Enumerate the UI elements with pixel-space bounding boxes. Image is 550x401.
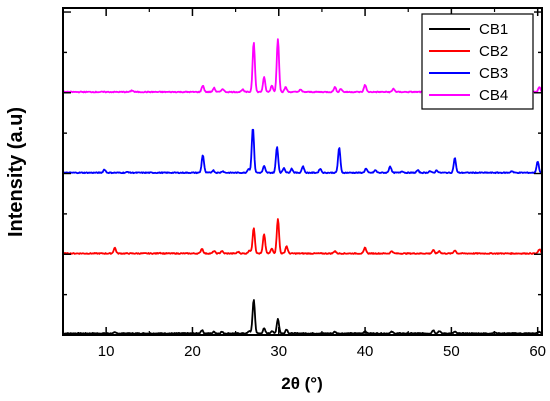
x-tick-label: 30 [270,343,287,360]
x-axis-title: 2θ (°) [281,374,323,393]
legend-label-cb4: CB4 [479,87,508,104]
plot-frame [62,7,543,336]
x-tick-label: 60 [529,343,546,360]
legend-label-cb3: CB3 [479,65,508,82]
series-line-cb2 [62,218,543,255]
x-tick-label: 50 [443,343,460,360]
ticks-layer: 10 20 30 40 50 60 [62,8,546,360]
x-tick-label: 10 [98,343,115,360]
series-line-cb3 [62,128,543,175]
y-axis-title: Intensity (a.u) [5,107,27,237]
legend-label-cb2: CB2 [479,43,508,60]
x-tick-label: 20 [184,343,201,360]
x-tick-label: 40 [357,343,374,360]
legend: CB1 CB2 CB3 CB4 [421,13,534,110]
series-line-cb1 [62,299,543,335]
legend-label-cb1: CB1 [479,21,508,38]
